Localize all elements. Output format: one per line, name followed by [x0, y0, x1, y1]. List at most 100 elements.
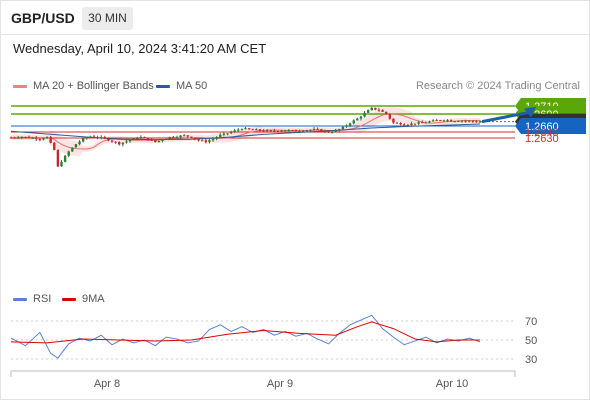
- candle-body: [475, 121, 478, 123]
- candle-body: [208, 140, 211, 143]
- candle-body: [146, 137, 150, 140]
- level-tag-bg: [515, 118, 586, 134]
- candle-body: [233, 130, 236, 132]
- candle-body: [388, 114, 392, 119]
- rsi-tick-label: 50: [525, 335, 537, 347]
- candle-body: [201, 140, 204, 142]
- header-divider: [0, 34, 590, 35]
- candle-body: [164, 138, 168, 141]
- candle-body: [348, 123, 352, 126]
- candle-body: [363, 112, 366, 117]
- symbol-title: GBP/USD: [11, 10, 75, 26]
- candle-body: [294, 130, 298, 132]
- ma50-swatch: [156, 84, 170, 88]
- candle-body: [410, 123, 413, 126]
- rsi-line: [10, 314, 481, 359]
- candle-body: [215, 137, 218, 139]
- x-tick-label: Apr 8: [94, 378, 120, 390]
- candle-body: [251, 129, 254, 131]
- level-label-1.2630: 1.2630: [525, 133, 559, 145]
- x-tick-label: Apr 10: [436, 378, 468, 390]
- level-tag-1.2660: 1.2660: [515, 118, 586, 134]
- candle-body: [359, 116, 363, 119]
- candle-body: [428, 121, 431, 123]
- candle-body: [96, 137, 99, 139]
- candle-body: [81, 138, 85, 142]
- candle-body: [211, 138, 215, 141]
- candle-body: [377, 109, 381, 111]
- candle-body: [399, 122, 402, 125]
- ma50-line: [10, 123, 481, 141]
- candle-body: [237, 129, 240, 131]
- candle-body: [316, 128, 319, 130]
- candle-body: [478, 121, 482, 123]
- candle-body: [467, 120, 471, 122]
- level-label-1.2660: 1.2660: [525, 121, 559, 133]
- candle-body: [334, 130, 337, 132]
- candle-body: [103, 137, 106, 139]
- candle-body: [431, 120, 435, 122]
- candle-body: [27, 136, 31, 139]
- rsi-ma-label: 9MA: [82, 293, 105, 305]
- candle-body: [74, 144, 78, 148]
- candle-body: [38, 139, 42, 141]
- candle-body: [413, 123, 417, 125]
- rsi-tick-label: 30: [525, 354, 537, 366]
- candle-body: [71, 147, 74, 152]
- candle-body: [352, 120, 355, 124]
- candle-body: [121, 142, 125, 145]
- forecast-arrow-head: [524, 106, 537, 118]
- candle-body: [309, 129, 312, 131]
- candle-body: [464, 120, 467, 122]
- candle-body: [366, 110, 370, 113]
- candle-body: [161, 140, 164, 142]
- candle-body: [446, 120, 449, 122]
- timeframe-button[interactable]: 30 MIN: [82, 7, 133, 30]
- candle-body: [219, 134, 222, 138]
- candle-body: [150, 139, 153, 141]
- candle-body: [190, 136, 193, 138]
- candle-body: [132, 138, 135, 141]
- candle-body: [78, 141, 81, 145]
- candle-body: [305, 130, 309, 132]
- candle-body: [53, 142, 56, 150]
- candle-body: [143, 136, 146, 138]
- candle-body: [85, 137, 88, 139]
- candle-body: [197, 139, 200, 141]
- candle-body: [302, 130, 305, 132]
- candle-body: [280, 130, 283, 132]
- candle-body: [244, 128, 247, 130]
- candle-body: [63, 155, 67, 162]
- candle-body: [370, 107, 373, 111]
- legend-rsi-ma: 9MA: [62, 293, 105, 305]
- credit-text: Research © 2024 Trading Central: [415, 80, 580, 92]
- candle-body: [20, 136, 24, 138]
- candle-body: [99, 137, 103, 139]
- candle-body: [439, 120, 442, 122]
- candle-body: [262, 130, 265, 132]
- candle-body: [240, 129, 244, 131]
- candle-body: [172, 137, 175, 139]
- candle-body: [356, 118, 359, 121]
- candle-body: [287, 130, 290, 132]
- candle-body: [417, 122, 420, 124]
- candle-body: [403, 124, 406, 126]
- rsi-ma-line: [10, 321, 480, 344]
- candle-body: [139, 136, 143, 139]
- candle-body: [298, 130, 301, 132]
- candle-body: [182, 135, 186, 137]
- candle-body: [406, 124, 410, 126]
- candle-body: [186, 135, 189, 137]
- candle-body: [157, 140, 161, 143]
- candle-body: [345, 125, 348, 127]
- candle-body: [392, 118, 395, 123]
- ma50-label: MA 50: [176, 80, 208, 92]
- candle-body: [125, 141, 128, 143]
- candle-body: [312, 128, 316, 130]
- datetime-label: Wednesday, April 10, 2024 3:41:20 AM CET: [13, 41, 267, 56]
- candle-body: [45, 136, 49, 139]
- candle-body: [31, 137, 34, 139]
- candle-body: [247, 128, 251, 130]
- candle-body: [67, 151, 70, 156]
- rsi-ma-swatch: [62, 297, 76, 301]
